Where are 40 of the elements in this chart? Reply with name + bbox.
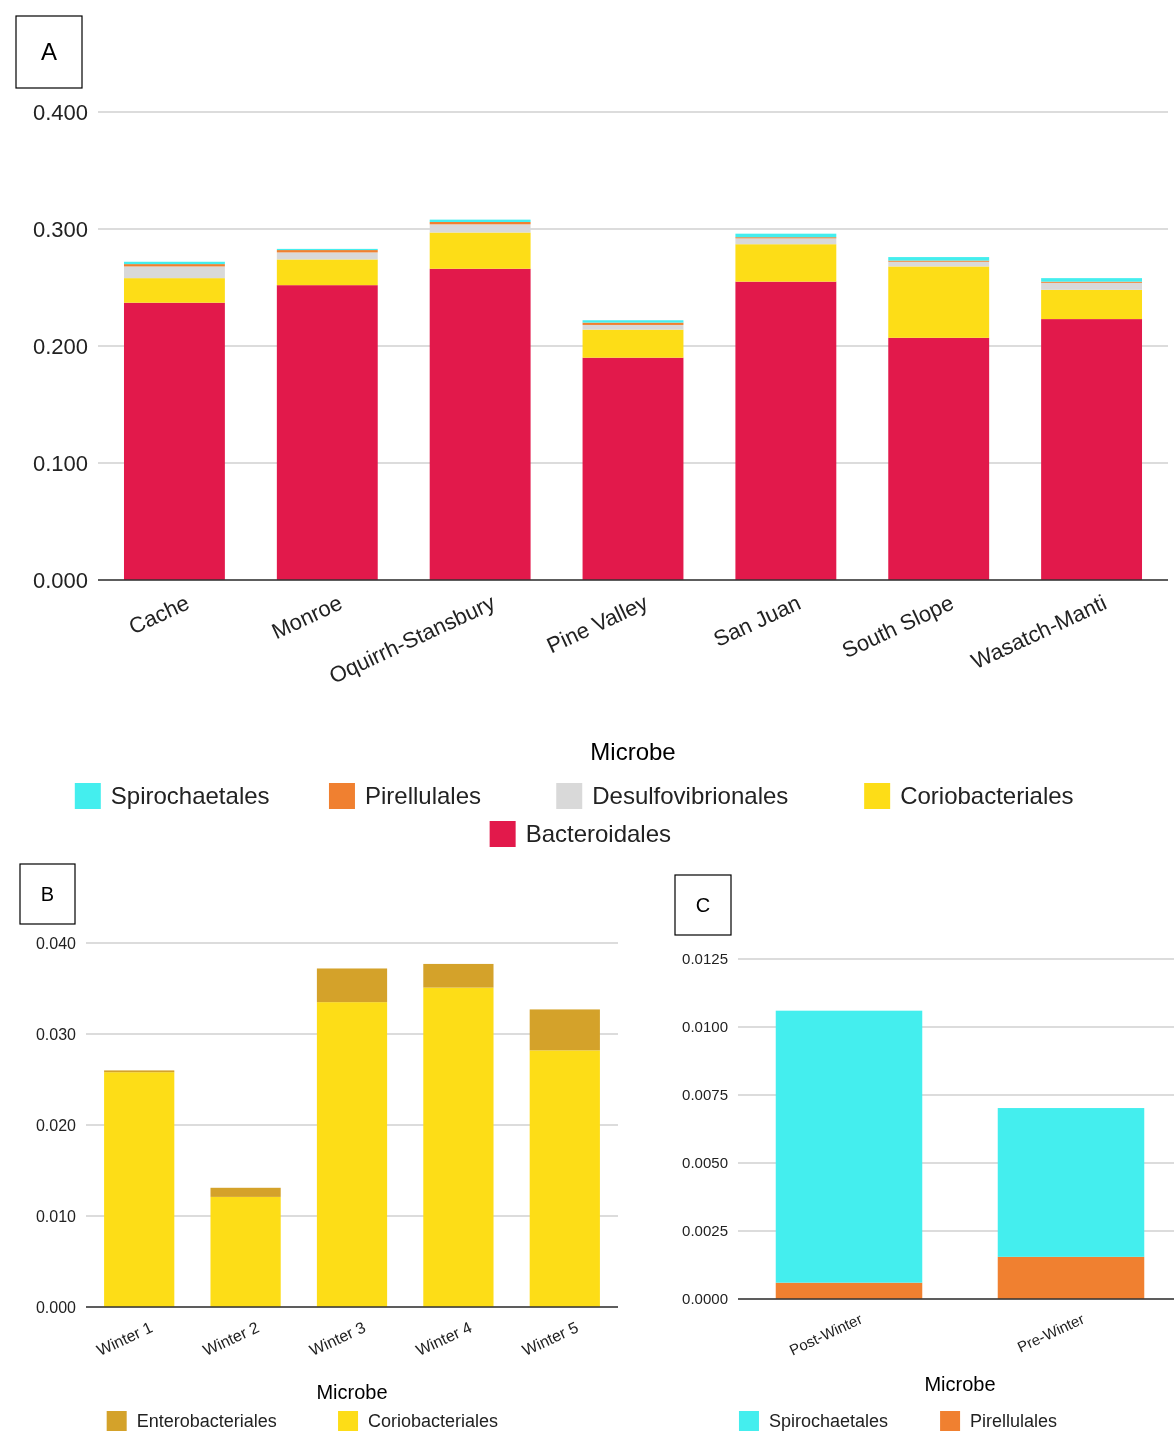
- y-tick-label: 0.020: [35, 1116, 77, 1134]
- x-axis-title: Microbe: [924, 1373, 996, 1395]
- text: C: [695, 894, 711, 916]
- x-tick-label: South Slope: [838, 589, 958, 664]
- y-tick-label: 0.0075: [682, 1086, 728, 1104]
- legend-label: Coriobacteriales: [900, 782, 1074, 810]
- legend-label: Pirellulales: [970, 1411, 1058, 1432]
- x-axis-title: Microbe: [316, 1381, 388, 1403]
- y-tick-label: 0.0000: [682, 1290, 728, 1308]
- x-tick-label: Winter 4: [413, 1318, 475, 1360]
- y-tick-label: 0.0025: [682, 1222, 728, 1240]
- x-tick-label: Winter 2: [200, 1318, 262, 1360]
- text: A: [40, 38, 58, 66]
- legend-label: Desulfovibrionales: [592, 782, 789, 810]
- legend-label: Pirellulales: [364, 782, 482, 810]
- x-tick-label: Pine Valley: [542, 589, 652, 659]
- y-tick-label: 0.400: [32, 99, 88, 125]
- y-tick-label: 0.010: [35, 1207, 77, 1225]
- y-tick-label: 0.000: [35, 1298, 77, 1316]
- y-tick-label: 0.200: [32, 333, 88, 359]
- y-tick-label: 0.0100: [682, 1018, 728, 1036]
- y-tick-label: 0.040: [35, 934, 77, 952]
- text: B: [40, 883, 55, 905]
- x-tick-label: Winter 3: [306, 1318, 369, 1360]
- y-tick-label: 0.300: [32, 216, 88, 242]
- legend-label: Bacteroidales: [525, 820, 672, 848]
- y-tick-label: 0.0125: [682, 950, 728, 968]
- legend-label: Spirochaetales: [768, 1411, 889, 1432]
- y-tick-label: 0.030: [35, 1025, 77, 1043]
- x-tick-label: Cache: [124, 589, 194, 640]
- x-tick-label: San Juan: [709, 589, 805, 652]
- legend-label: Spirochaetales: [110, 782, 270, 810]
- x-tick-label: Winter 1: [94, 1318, 156, 1360]
- x-axis-title: Microbe: [590, 738, 676, 765]
- y-tick-label: 0.100: [32, 450, 88, 476]
- x-tick-label: Winter 5: [519, 1318, 581, 1360]
- y-tick-label: 0.000: [32, 567, 88, 593]
- legend-label: Enterobacteriales: [136, 1411, 277, 1432]
- legend-label: Coriobacteriales: [368, 1411, 499, 1432]
- y-tick-label: 0.0050: [682, 1154, 728, 1172]
